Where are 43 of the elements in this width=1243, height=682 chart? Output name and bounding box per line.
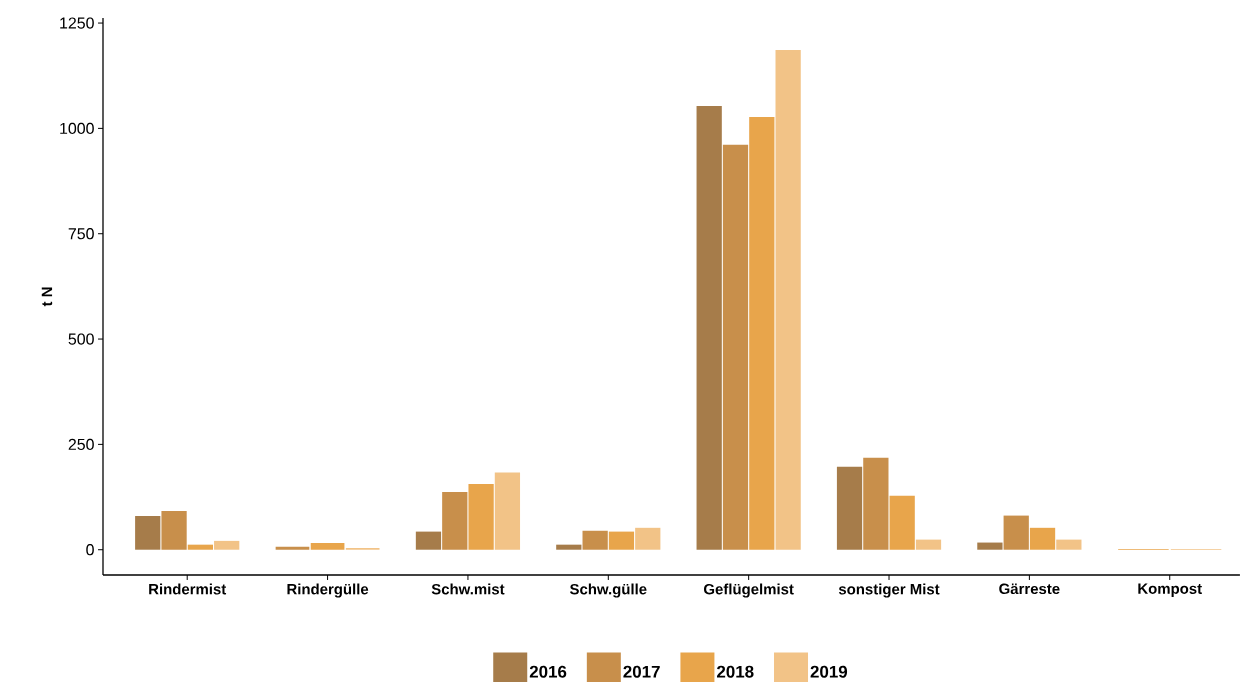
bar <box>1056 539 1082 550</box>
bar <box>836 466 863 550</box>
bar <box>442 492 468 550</box>
bar <box>494 472 521 550</box>
legend-label: 2016 <box>529 665 567 678</box>
y-tick-label: 1000 <box>60 122 94 135</box>
bar <box>161 510 187 550</box>
bar <box>214 540 240 550</box>
bar <box>775 50 801 550</box>
y-tick-label: 1250 <box>60 17 94 29</box>
bar <box>608 531 635 550</box>
legend-label: 2018 <box>717 665 754 678</box>
x-tick-label: Schw.gülle <box>569 583 647 598</box>
x-tick-label: Gärreste <box>999 583 1060 595</box>
bar <box>635 527 661 550</box>
y-tick-label: 750 <box>68 228 94 240</box>
bar <box>977 542 1003 550</box>
y-tick-label: 500 <box>68 333 94 345</box>
x-tick-label: Kompost <box>1138 583 1202 597</box>
bar <box>889 495 915 550</box>
bar <box>582 530 608 550</box>
x-tick-label: Geflügelmist <box>704 583 794 598</box>
bar <box>187 544 214 550</box>
bar <box>468 483 494 550</box>
y-axis-title: t N <box>41 287 53 307</box>
bar <box>1003 515 1029 550</box>
bar <box>722 144 749 550</box>
x-tick-label: Rindermist <box>149 583 227 595</box>
x-tick-label: sonstiger Mist <box>838 583 940 598</box>
bar <box>415 531 442 550</box>
x-tick-label: Rindergülle <box>287 583 369 598</box>
bar <box>135 516 161 550</box>
bar <box>863 457 889 550</box>
bar <box>556 544 582 550</box>
bar <box>1029 527 1056 550</box>
bar <box>749 117 775 550</box>
bar <box>696 106 722 550</box>
legend-label: 2019 <box>810 665 848 678</box>
y-tick-label: 0 <box>86 544 94 556</box>
legend-label: 2017 <box>623 665 660 678</box>
x-tick-label: Schw.mist <box>431 583 505 595</box>
y-tick-label: 250 <box>68 438 94 451</box>
bar <box>915 539 942 550</box>
